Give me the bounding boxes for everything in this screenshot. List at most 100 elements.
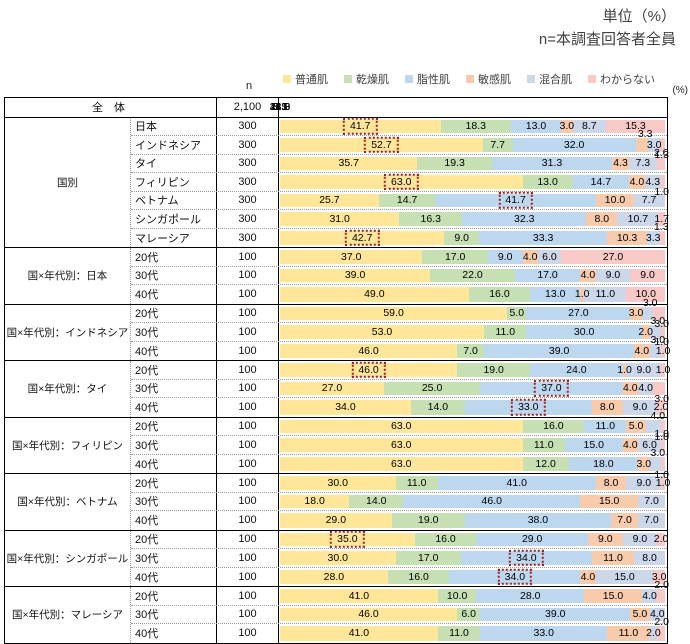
- bar-value-label: 5.0: [628, 420, 644, 432]
- bar-segment: 11.0: [437, 626, 481, 641]
- bar-value-label: 30.0: [327, 476, 348, 489]
- stacked-bar: 35.0 16.0 29.0 9.0 9.0 2.0: [280, 531, 668, 548]
- bar-value-label: 63.0: [391, 457, 412, 470]
- group-rows: 20代 100 35.0 16.0 29.0 9.0 9.0 2.0 30代 100 30.0 17.…: [131, 530, 668, 587]
- row-label: シンガポール: [131, 210, 217, 228]
- table-row: 30代 100 27.0 25.0 37.0 4.0 4.0 3.0: [131, 379, 669, 404]
- table-row: 30代 100 63.0 11.0 15.0 4.0 6.0 1.0: [131, 429, 669, 455]
- bar-value-label: 3.0: [650, 446, 666, 459]
- bar-value-label: 17.0: [418, 551, 439, 564]
- bar-segment: 25.0: [383, 381, 481, 395]
- bar-value-label: 28.3: [269, 101, 291, 113]
- bar-value-label: 32.0: [563, 138, 585, 151]
- bar-segment: 9.0: [626, 476, 662, 490]
- bar-segment: 63.0: [280, 456, 523, 471]
- bar-segment: 38.0: [464, 513, 612, 528]
- bar-segment: 8.0: [591, 400, 623, 415]
- bar-value-label: 3.0: [650, 315, 666, 327]
- table-row: 30代 100 30.0 17.0 34.0 11.0 8.0: [131, 549, 667, 568]
- highlight-box: 46.0: [351, 361, 386, 378]
- bar-value-label: 13.0: [525, 120, 547, 132]
- bar-segment: 6.0: [537, 250, 561, 264]
- bar-segment: 10.3: [607, 230, 647, 245]
- bar-value-label: 34.0: [509, 549, 544, 566]
- stacked-bar: 30.0 17.0 34.0 11.0 8.0: [280, 549, 665, 566]
- bar-cell: 35.7 19.3 31.3 4.3 7.3 2.0: [279, 147, 669, 173]
- bar-segment: 13.0: [510, 119, 562, 133]
- bar-value-label: 1.0: [574, 288, 590, 300]
- bar-segment: 8.0: [595, 476, 627, 490]
- bar-segment: 9.0: [595, 268, 631, 282]
- n-value: 300: [217, 136, 279, 154]
- bar-segment: 5.0: [507, 306, 527, 320]
- bar-segment: 4.3: [612, 156, 629, 170]
- bar-segment: 8.0: [634, 551, 665, 565]
- bar-value-label: 30.0: [573, 325, 595, 338]
- group-label: 国×年代別：インドネシア: [5, 304, 131, 360]
- bar-value-label: 15.0: [598, 495, 620, 507]
- bar-cell: 49.0 16.0 13.0 1.0 11.0 10.0: [279, 285, 667, 304]
- n-value: 100: [217, 605, 279, 623]
- bar-segment: 7.7: [482, 138, 513, 152]
- bar-value-label: 19.0: [417, 514, 439, 526]
- bar-value-label: 11.0: [603, 551, 623, 564]
- legend-label: わからない: [600, 74, 655, 86]
- bar-segment: 3.0: [653, 381, 669, 404]
- bar-segment: 24.0: [530, 363, 623, 377]
- bar-value-label: 25.0: [421, 382, 443, 394]
- n-value: 300: [217, 173, 279, 191]
- bar-segment: 1.0: [656, 343, 670, 358]
- row-label: 30代: [131, 436, 217, 454]
- n-value: 100: [217, 379, 279, 397]
- legend-item: 脂性肌: [405, 71, 450, 87]
- bar-segment: 11.0: [522, 438, 565, 452]
- stacked-bar: 35.7 19.3 31.3 4.3 7.3 2.0: [280, 147, 669, 170]
- table-row: タイ 300 35.7 19.3 31.3 4.3 7.3 2.0: [131, 147, 669, 173]
- col-header-pct: (%): [672, 85, 688, 96]
- bar-value-label: 29.0: [325, 514, 347, 526]
- n-value: 100: [217, 417, 279, 435]
- row-label: 全 体: [5, 98, 217, 117]
- stacked-bar: 41.7 18.3 13.0 3.0 8.7 15.3: [280, 118, 665, 135]
- bar-segment: 28.0: [476, 589, 585, 603]
- bar-cell: 28.0 16.0 34.0 4.0 15.0 3.0: [279, 568, 667, 587]
- bar-segment: 15.0: [595, 569, 654, 584]
- bar-segment: 3.0: [652, 569, 666, 584]
- row-label: フィリピン: [131, 173, 217, 191]
- stacked-bar: 59.0 5.0 27.0 3.0 3.0 3.0: [280, 297, 669, 329]
- bar-value-label: 9.0: [605, 269, 621, 281]
- bar-value-label: 31.3: [541, 157, 563, 169]
- bar-value-label: 2.0: [654, 616, 669, 628]
- bar-segment: 5.0: [626, 419, 646, 433]
- bar-segment: 9.0: [622, 400, 658, 415]
- bar-value-label: 31.0: [329, 212, 350, 225]
- bar-segment: 16.0: [522, 419, 585, 433]
- bar-value-label: 8.0: [642, 551, 657, 564]
- bar-cell: 46.0 19.0 24.0 1.0 9.0 1.0: [279, 361, 670, 379]
- stacked-bar: 29.0 19.0 38.0 7.0 7.0: [280, 513, 665, 528]
- bar-value-label: 2.0: [653, 533, 669, 545]
- stacked-bar: 42.7 9.0 33.3 10.3 3.3 1.3: [280, 221, 669, 246]
- bar-value-label: 11.0: [595, 288, 616, 300]
- legend-item: 混合肌: [527, 71, 572, 87]
- bar-segment: 2.0: [654, 532, 668, 546]
- stacked-bar: 18.0 14.0 46.0 15.0 7.0: [280, 494, 665, 508]
- bar-cell: 46.0 7.0 39.0 4.0 3.0 1.0: [279, 334, 670, 361]
- bar-segment: 34.0: [449, 568, 581, 585]
- highlight-box: 34.0: [497, 568, 533, 585]
- bar-segment: 15.3: [606, 119, 665, 133]
- bar-value-label: 1.0: [655, 363, 671, 376]
- stacked-bar: 31.0 16.3 32.3 8.0 10.7 1.7: [280, 212, 669, 226]
- bar-segment: 11.0: [395, 476, 438, 490]
- bar-segment: 4.0: [580, 569, 596, 584]
- row-label: 40代: [131, 285, 217, 304]
- row-group: 国×年代別：フィリピン 20代 100 63.0 16.0 11.0 5.0 4.0 1.0 30…: [5, 410, 669, 480]
- n-value: 300: [217, 154, 279, 172]
- bar-segment: 27.0: [280, 381, 384, 395]
- highlight-box: 34.0: [509, 549, 544, 566]
- bar-value-label: 27.0: [602, 250, 624, 263]
- group-rows: 20代 100 41.0 10.0 28.0 15.0 4.0 2.0 30代 100 46.0 6.…: [131, 580, 669, 643]
- bar-value-label: 7.0: [644, 495, 659, 507]
- table-row: 20代 100 46.0 19.0 24.0 1.0 9.0 1.0: [131, 361, 670, 380]
- highlight-box: 63.0: [384, 173, 419, 190]
